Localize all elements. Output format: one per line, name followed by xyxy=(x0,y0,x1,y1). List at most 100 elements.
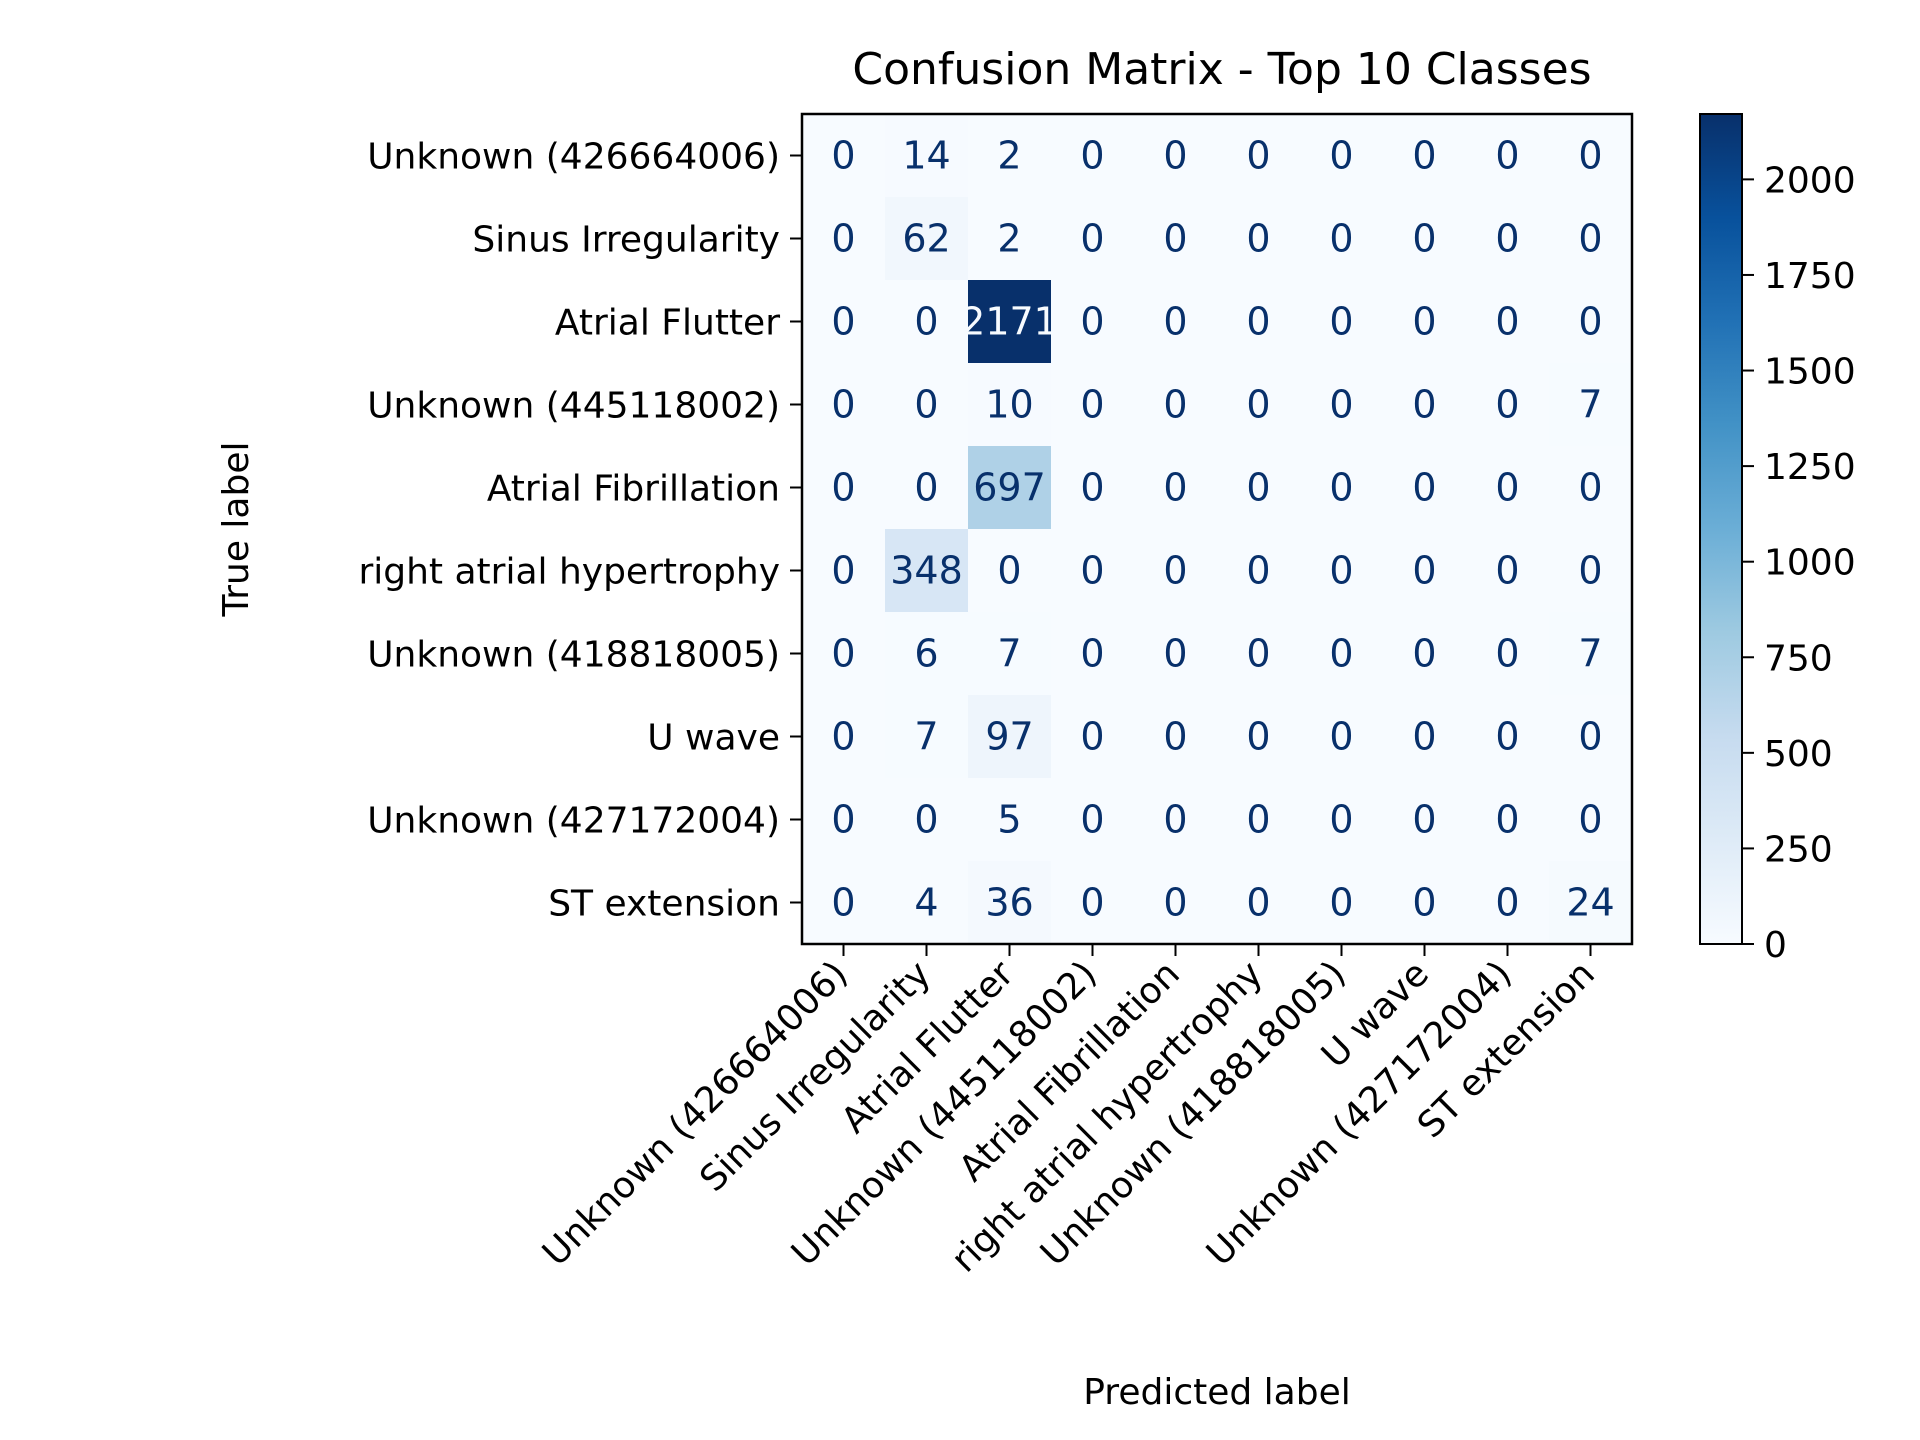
cell-value-label: 0 xyxy=(831,632,855,676)
cell-value-label: 0 xyxy=(1495,549,1519,593)
heatmap-cell xyxy=(802,197,886,281)
cell-value-label: 0 xyxy=(1246,217,1270,261)
cell-value-label: 348 xyxy=(890,549,963,593)
cell-value-label: 14 xyxy=(902,134,950,178)
cell-value-label: 0 xyxy=(1080,549,1104,593)
heatmap-cell xyxy=(1383,197,1467,281)
heatmap-cell xyxy=(1134,197,1218,281)
cell-value-label: 0 xyxy=(1412,300,1436,344)
heatmap-cell xyxy=(885,363,969,447)
cell-value-label: 0 xyxy=(1246,798,1270,842)
cell-value-label: 0 xyxy=(1495,715,1519,759)
heatmap-cell xyxy=(1217,861,1301,945)
heatmap-cell xyxy=(968,280,1052,364)
heatmap-cell xyxy=(1217,446,1301,530)
heatmap-cell xyxy=(1466,612,1550,696)
cell-value-label: 0 xyxy=(1329,549,1353,593)
cell-value-label: 0 xyxy=(1246,715,1270,759)
y-tick-label: Sinus Irregularity xyxy=(472,220,780,261)
heatmap-cell xyxy=(1549,280,1633,364)
heatmap-cell xyxy=(1549,529,1633,613)
cell-value-label: 0 xyxy=(1329,632,1353,676)
cell-value-label: 0 xyxy=(1080,466,1104,510)
heatmap-cell xyxy=(1051,695,1135,779)
heatmap-cell xyxy=(885,695,969,779)
cell-value-label: 0 xyxy=(1495,300,1519,344)
heatmap-cell xyxy=(1549,778,1633,862)
heatmap-cell xyxy=(968,363,1052,447)
heatmap-cell xyxy=(968,446,1052,530)
cell-value-label: 0 xyxy=(831,715,855,759)
heatmap-cell xyxy=(1134,695,1218,779)
heatmap-cell-values: 0 14 2 0 0 0 0 0 0 0 0 62 2 0 0 0 0 0 0 0 0 0 2171 0 0 0 0 0 0 0 0 0 10 0… xyxy=(831,134,1614,925)
heatmap-cell xyxy=(802,280,886,364)
heatmap-cell xyxy=(968,861,1052,945)
cell-value-label: 0 xyxy=(1329,217,1353,261)
heatmap-cell xyxy=(1300,446,1384,530)
cell-value-label: 4 xyxy=(914,881,938,925)
heatmap-cell xyxy=(1466,197,1550,281)
x-axis-label: Predicted label xyxy=(1083,1372,1351,1413)
heatmap-cell xyxy=(802,695,886,779)
heatmap-cell xyxy=(885,612,969,696)
colorbar-tick-label: 1250 xyxy=(1764,447,1856,488)
heatmap-cells xyxy=(802,114,1633,945)
cell-value-label: 0 xyxy=(1080,383,1104,427)
heatmap-cell xyxy=(885,529,969,613)
heatmap-cell xyxy=(1549,612,1633,696)
cell-value-label: 0 xyxy=(831,881,855,925)
heatmap-cell xyxy=(968,114,1052,198)
cell-value-label: 0 xyxy=(1080,715,1104,759)
cell-value-label: 0 xyxy=(831,217,855,261)
heatmap-cell xyxy=(1383,695,1467,779)
heatmap-cell xyxy=(1051,612,1135,696)
cell-value-label: 10 xyxy=(985,383,1033,427)
heatmap-cell xyxy=(885,197,969,281)
cell-value-label: 0 xyxy=(1080,217,1104,261)
heatmap-cell xyxy=(1466,280,1550,364)
heatmap-cell xyxy=(1549,114,1633,198)
cell-value-label: 0 xyxy=(1578,217,1602,261)
cell-value-label: 0 xyxy=(831,798,855,842)
cell-value-label: 0 xyxy=(1578,549,1602,593)
heatmap-cell xyxy=(885,446,969,530)
cell-value-label: 0 xyxy=(997,549,1021,593)
heatmap-cell xyxy=(1300,612,1384,696)
cell-value-label: 62 xyxy=(902,217,950,261)
cell-value-label: 0 xyxy=(1163,383,1187,427)
heatmap-cell xyxy=(802,612,886,696)
cell-value-label: 0 xyxy=(1412,383,1436,427)
cell-value-label: 0 xyxy=(1163,217,1187,261)
heatmap-cell xyxy=(1466,114,1550,198)
y-tick-label: Unknown (427172004) xyxy=(367,801,780,842)
y-tick-label: Atrial Flutter xyxy=(555,303,780,344)
heatmap-cell xyxy=(1134,612,1218,696)
cell-value-label: 0 xyxy=(1329,466,1353,510)
heatmap-cell xyxy=(1466,861,1550,945)
heatmap-cell xyxy=(1051,197,1135,281)
colorbar-tick-label: 750 xyxy=(1764,638,1833,679)
cell-value-label: 0 xyxy=(1246,300,1270,344)
heatmap-cell xyxy=(885,861,969,945)
cell-value-label: 0 xyxy=(1412,632,1436,676)
cell-value-label: 0 xyxy=(1080,798,1104,842)
cell-value-label: 2171 xyxy=(961,300,1058,344)
cell-value-label: 0 xyxy=(1246,881,1270,925)
cell-value-label: 0 xyxy=(1578,715,1602,759)
heatmap-cell xyxy=(1466,695,1550,779)
colorbar-ticks: 0 250 500 750 1000 1250 1500 1750 2000 xyxy=(1742,160,1856,966)
cell-value-label: 0 xyxy=(1578,798,1602,842)
heatmap-cell xyxy=(1466,363,1550,447)
y-tick-label: Unknown (445118002) xyxy=(367,386,780,427)
cell-value-label: 2 xyxy=(997,217,1021,261)
cell-value-label: 0 xyxy=(1080,632,1104,676)
heatmap-cell xyxy=(1549,363,1633,447)
cell-value-label: 7 xyxy=(914,715,938,759)
cell-value-label: 0 xyxy=(1163,134,1187,178)
colorbar-tick-label: 1000 xyxy=(1764,543,1856,584)
cell-value-label: 0 xyxy=(831,300,855,344)
heatmap-cell xyxy=(1549,861,1633,945)
heatmap-cell xyxy=(968,197,1052,281)
cell-value-label: 24 xyxy=(1566,881,1614,925)
